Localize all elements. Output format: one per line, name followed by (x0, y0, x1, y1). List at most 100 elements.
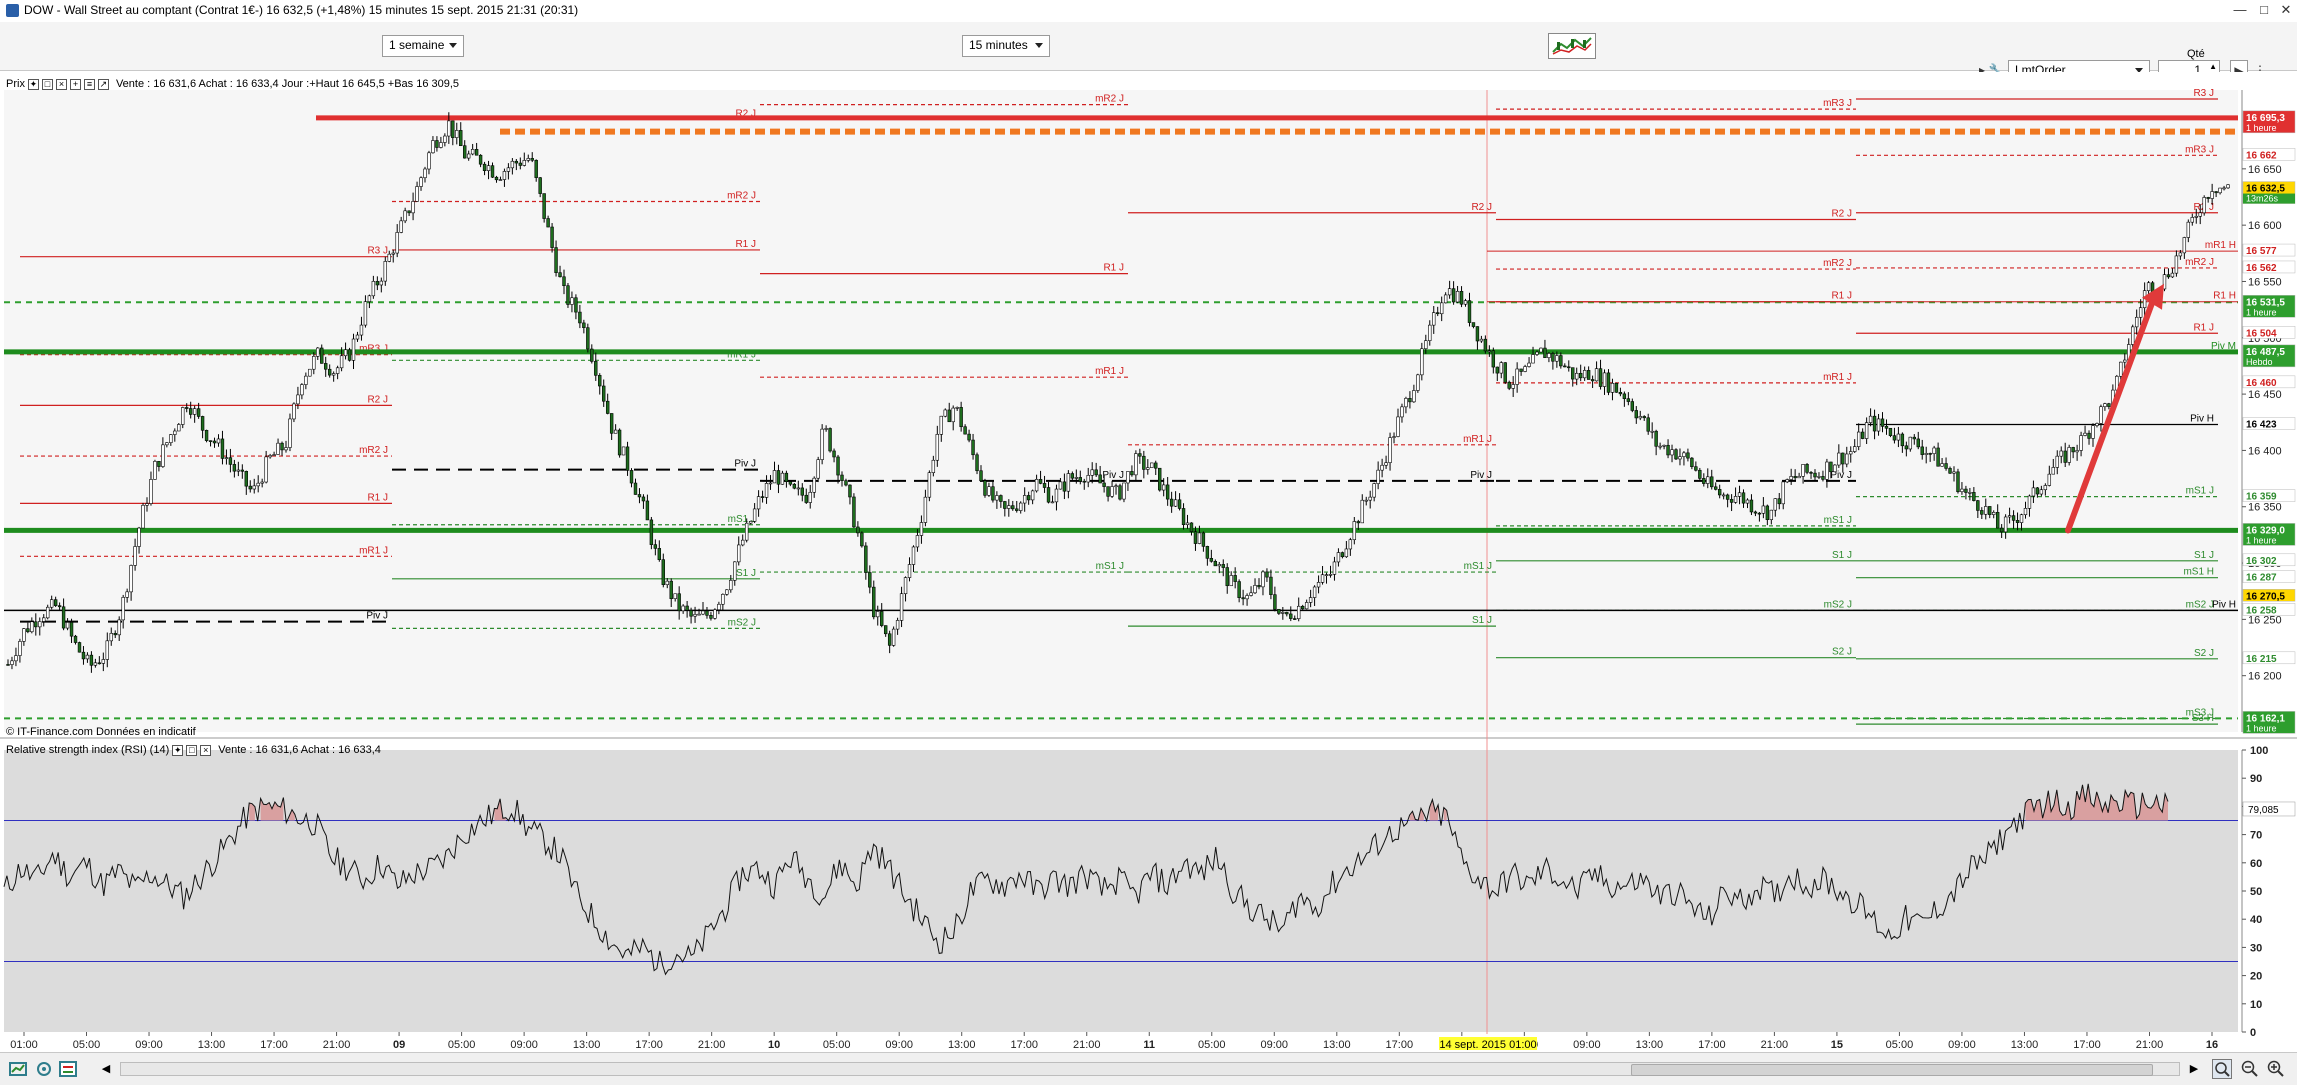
candle-body (526, 158, 530, 161)
chart-area[interactable]: R3 J mR3 J R2 J mR2 J R1 J mR1 J Piv J R2 J mR2 … (0, 72, 2297, 1051)
chart-canvas[interactable]: R3 J mR3 J R2 J mR2 J R1 J mR1 J Piv J R2 J mR2 … (0, 72, 2297, 1051)
candle-body (447, 120, 451, 137)
bottom-toolbar: ◀ ▶ (0, 1052, 2297, 1085)
candle-body (641, 496, 646, 502)
candle-body (169, 434, 173, 444)
time-scrollbar[interactable] (120, 1062, 2180, 1076)
candle-body (2051, 467, 2055, 475)
chart-mode-icon[interactable] (8, 1059, 28, 1079)
candle-body (1003, 501, 1007, 509)
candle-body (1352, 521, 1357, 541)
interval-select[interactable]: 15 minutes (962, 35, 1050, 57)
play-icon[interactable]: ▸ (1978, 63, 1986, 77)
candle-body (848, 484, 852, 498)
candle-body (320, 347, 324, 364)
period-select[interactable]: 1 semaine (382, 35, 464, 57)
candle-body (1658, 445, 1662, 448)
price-axis-label: 16 400 (2248, 445, 2282, 457)
rsi-panel-header: Relative strength index (RSI) (14) ✦ □ ×… (6, 742, 381, 758)
candle-body (1519, 368, 1523, 372)
candle-body (6, 664, 10, 666)
candle-body (1289, 613, 1293, 619)
zoom-out-icon[interactable] (2240, 1059, 2260, 1079)
candle-body (423, 168, 427, 179)
time-axis-label: 05:00 (448, 1039, 476, 1050)
candle-body (2035, 487, 2040, 495)
close-panel-icon[interactable]: × (200, 744, 212, 756)
candle-body (292, 403, 296, 420)
candle-body (816, 459, 820, 479)
pivot-line-label: R2 J (367, 394, 388, 405)
candle-body (621, 446, 626, 456)
candle-body (1944, 463, 1948, 469)
zoom-fit-icon[interactable] (2212, 1059, 2232, 1079)
candle-body (1797, 476, 1801, 479)
time-axis-label: 21:00 (1073, 1039, 1101, 1050)
wrench-icon[interactable]: ✦ (27, 78, 39, 90)
close-panel-icon[interactable]: × (55, 78, 67, 90)
candle-body (1892, 435, 1897, 441)
time-axis-label: 15 (1831, 1039, 1843, 1050)
rsi-line (3, 783, 2169, 976)
price-badge (2242, 603, 2296, 616)
price-panel-header: Prix ✦ □ × + ≡ ↗ Vente : 16 631,6 Achat … (6, 76, 459, 92)
candle-body (1571, 367, 1575, 380)
candle-body (590, 348, 594, 362)
rsi-axis-label: 50 (2250, 886, 2262, 898)
candle-body (1158, 467, 1162, 491)
candle-body (574, 297, 578, 313)
split-icon[interactable]: ≡ (83, 78, 95, 90)
price-axis-label: 16 600 (2248, 220, 2282, 232)
scroll-left-icon[interactable]: ◀ (101, 1063, 111, 1075)
candle-body (764, 483, 769, 498)
candle-body (256, 482, 260, 487)
candle-body (57, 605, 62, 608)
scrollbar-thumb[interactable] (1631, 1064, 2153, 1076)
window-icon[interactable]: □ (186, 744, 198, 756)
export-icon[interactable]: ↗ (97, 78, 109, 90)
candle-body (1499, 362, 1503, 374)
candle-body (1551, 353, 1555, 362)
candle-body (1249, 592, 1253, 596)
candle-body (2103, 403, 2107, 408)
rsi-plot-background (4, 750, 2238, 1032)
candle-body (1992, 512, 1996, 515)
candle-body (991, 486, 995, 501)
rsi-axis-label: 0 (2250, 1027, 2256, 1039)
candle-body (1781, 481, 1785, 505)
scroll-right-icon[interactable]: ▶ (2189, 1063, 2199, 1075)
candle-body (1586, 370, 1591, 380)
candle-body (343, 349, 348, 357)
time-axis-label: 09:00 (1261, 1039, 1289, 1050)
close-icon[interactable]: ✕ (2280, 2, 2292, 17)
price-badge-sub: 1 heure (2246, 535, 2277, 545)
candle-body (1880, 418, 1885, 427)
candle-body (1173, 499, 1178, 507)
candle-body (1868, 415, 1873, 423)
settings-icon[interactable] (34, 1059, 54, 1079)
candle-body (1443, 294, 1448, 304)
candle-body (1146, 467, 1150, 470)
restore-icon[interactable]: □ (2260, 2, 2268, 17)
pivot-line-label: mR1 J (1463, 434, 1492, 445)
chart-type-button[interactable] (1548, 33, 1596, 59)
candle-body (1578, 372, 1583, 379)
candle-body (1285, 612, 1289, 615)
candle-body (2182, 237, 2187, 254)
minimize-icon[interactable]: — (2233, 2, 2247, 17)
time-axis-label: 09:00 (135, 1039, 163, 1050)
rsi-axis-label: 90 (2250, 773, 2262, 785)
zoom-in-icon[interactable] (2266, 1059, 2286, 1079)
indicators-icon[interactable] (58, 1059, 78, 1079)
candle-body (951, 407, 955, 423)
wrench-icon[interactable]: ✦ (172, 744, 184, 756)
candle-body (562, 276, 566, 287)
price-badge-value: 16 287 (2246, 573, 2277, 584)
candle-body (165, 442, 169, 446)
add-indicator-icon[interactable]: + (69, 78, 81, 90)
candle-body (1026, 495, 1031, 501)
candle-body (1380, 464, 1384, 471)
candle-body (1662, 444, 1666, 447)
candles (6, 112, 2230, 673)
window-icon[interactable]: □ (41, 78, 53, 90)
